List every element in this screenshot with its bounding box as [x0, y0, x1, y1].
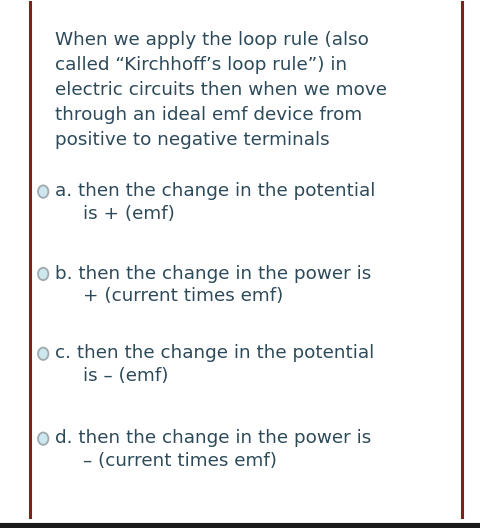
- Text: When we apply the loop rule (also
called “Kirchhoff’s loop rule”) in
electric ci: When we apply the loop rule (also called…: [55, 31, 387, 149]
- Text: b. then the change in the power is: b. then the change in the power is: [55, 265, 372, 282]
- Circle shape: [38, 432, 48, 445]
- Circle shape: [38, 268, 48, 280]
- Text: c. then the change in the potential: c. then the change in the potential: [55, 344, 374, 362]
- Text: – (current times emf): – (current times emf): [84, 452, 277, 470]
- Text: + (current times emf): + (current times emf): [84, 287, 284, 305]
- Text: is + (emf): is + (emf): [84, 205, 175, 223]
- Circle shape: [38, 185, 48, 198]
- Circle shape: [38, 347, 48, 360]
- Text: is – (emf): is – (emf): [84, 367, 169, 385]
- Text: a. then the change in the potential: a. then the change in the potential: [55, 182, 375, 200]
- Text: d. then the change in the power is: d. then the change in the power is: [55, 429, 372, 447]
